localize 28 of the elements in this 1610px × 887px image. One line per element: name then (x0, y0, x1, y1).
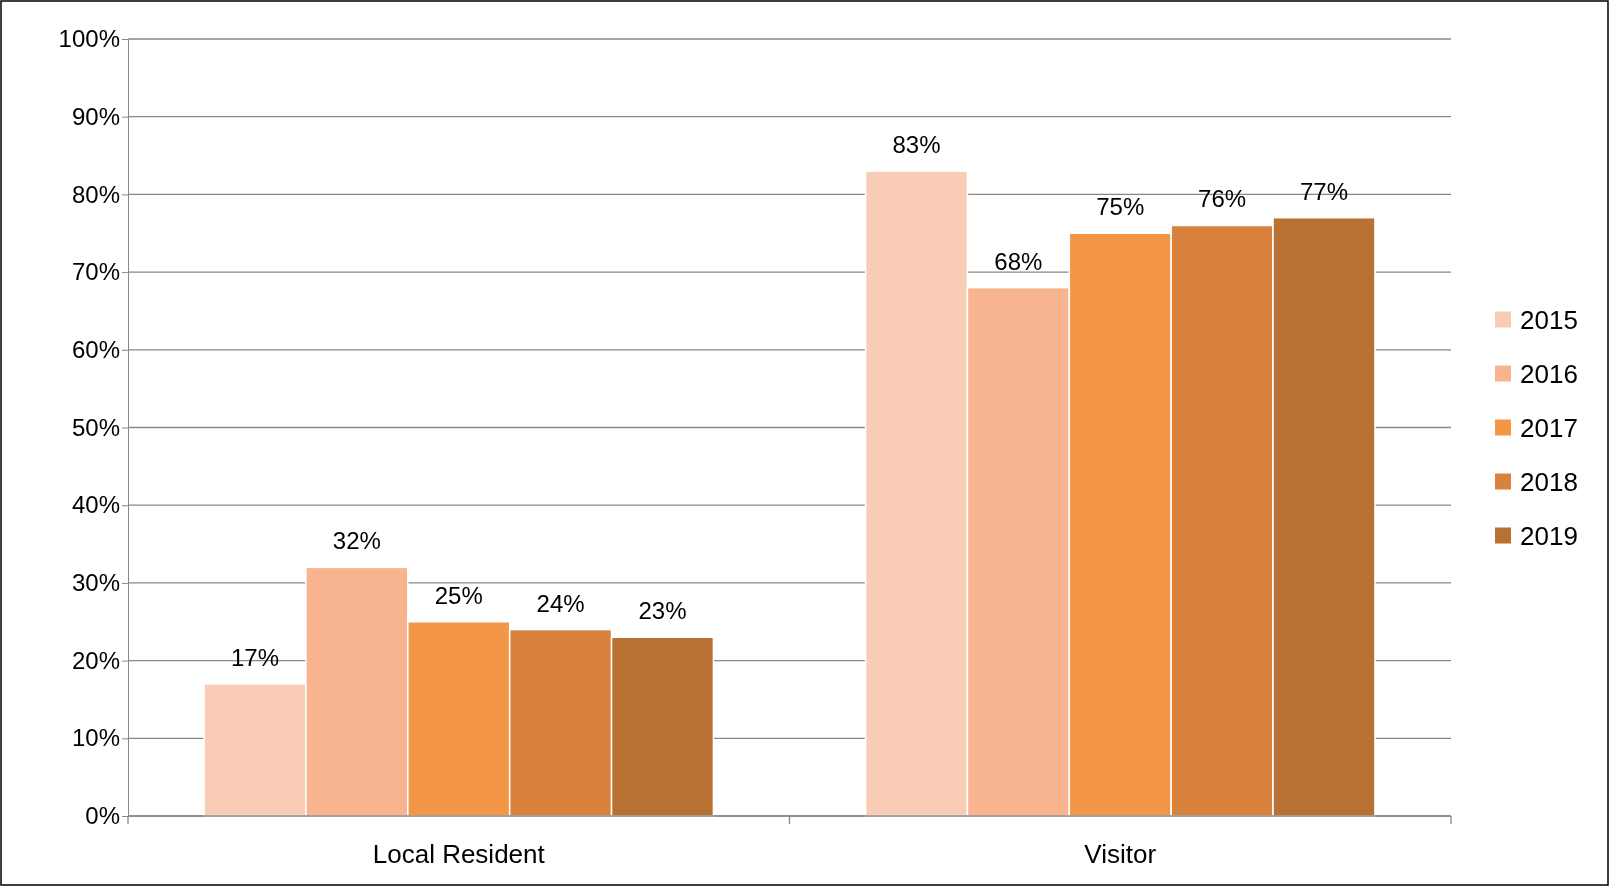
data-label: 17% (230, 643, 280, 671)
legend-label: 2018 (1520, 466, 1578, 497)
data-label: 25% (434, 581, 483, 609)
y-tick-label: 10% (71, 724, 120, 752)
legend-label: 2019 (1520, 520, 1578, 551)
legend-label: 2017 (1520, 412, 1578, 443)
y-tick-label: 70% (71, 258, 120, 286)
y-tick-label: 80% (71, 180, 120, 208)
x-tick-label: Local Resident (372, 839, 546, 869)
y-tick-label: 30% (71, 569, 120, 597)
data-label: 76% (1198, 185, 1247, 213)
x-tick-label: Visitor (1084, 839, 1157, 869)
y-tick-label: 90% (71, 102, 120, 130)
data-label: 77% (1299, 177, 1349, 205)
data-label: 68% (994, 247, 1043, 275)
legend-label: 2016 (1520, 358, 1578, 389)
y-tick-label: 20% (71, 646, 120, 674)
data-label: 83% (892, 131, 941, 159)
y-tick-label: 100% (58, 25, 120, 53)
data-label: 24% (536, 589, 585, 617)
data-label: 75% (1096, 193, 1145, 221)
y-tick-label: 50% (71, 413, 120, 441)
data-label: 32% (332, 527, 381, 555)
y-tick-label: 60% (71, 335, 120, 363)
legend-label: 2015 (1520, 304, 1578, 335)
y-tick-label: 0% (85, 802, 120, 830)
y-tick-label: 40% (71, 491, 120, 519)
data-label: 23% (638, 597, 687, 625)
